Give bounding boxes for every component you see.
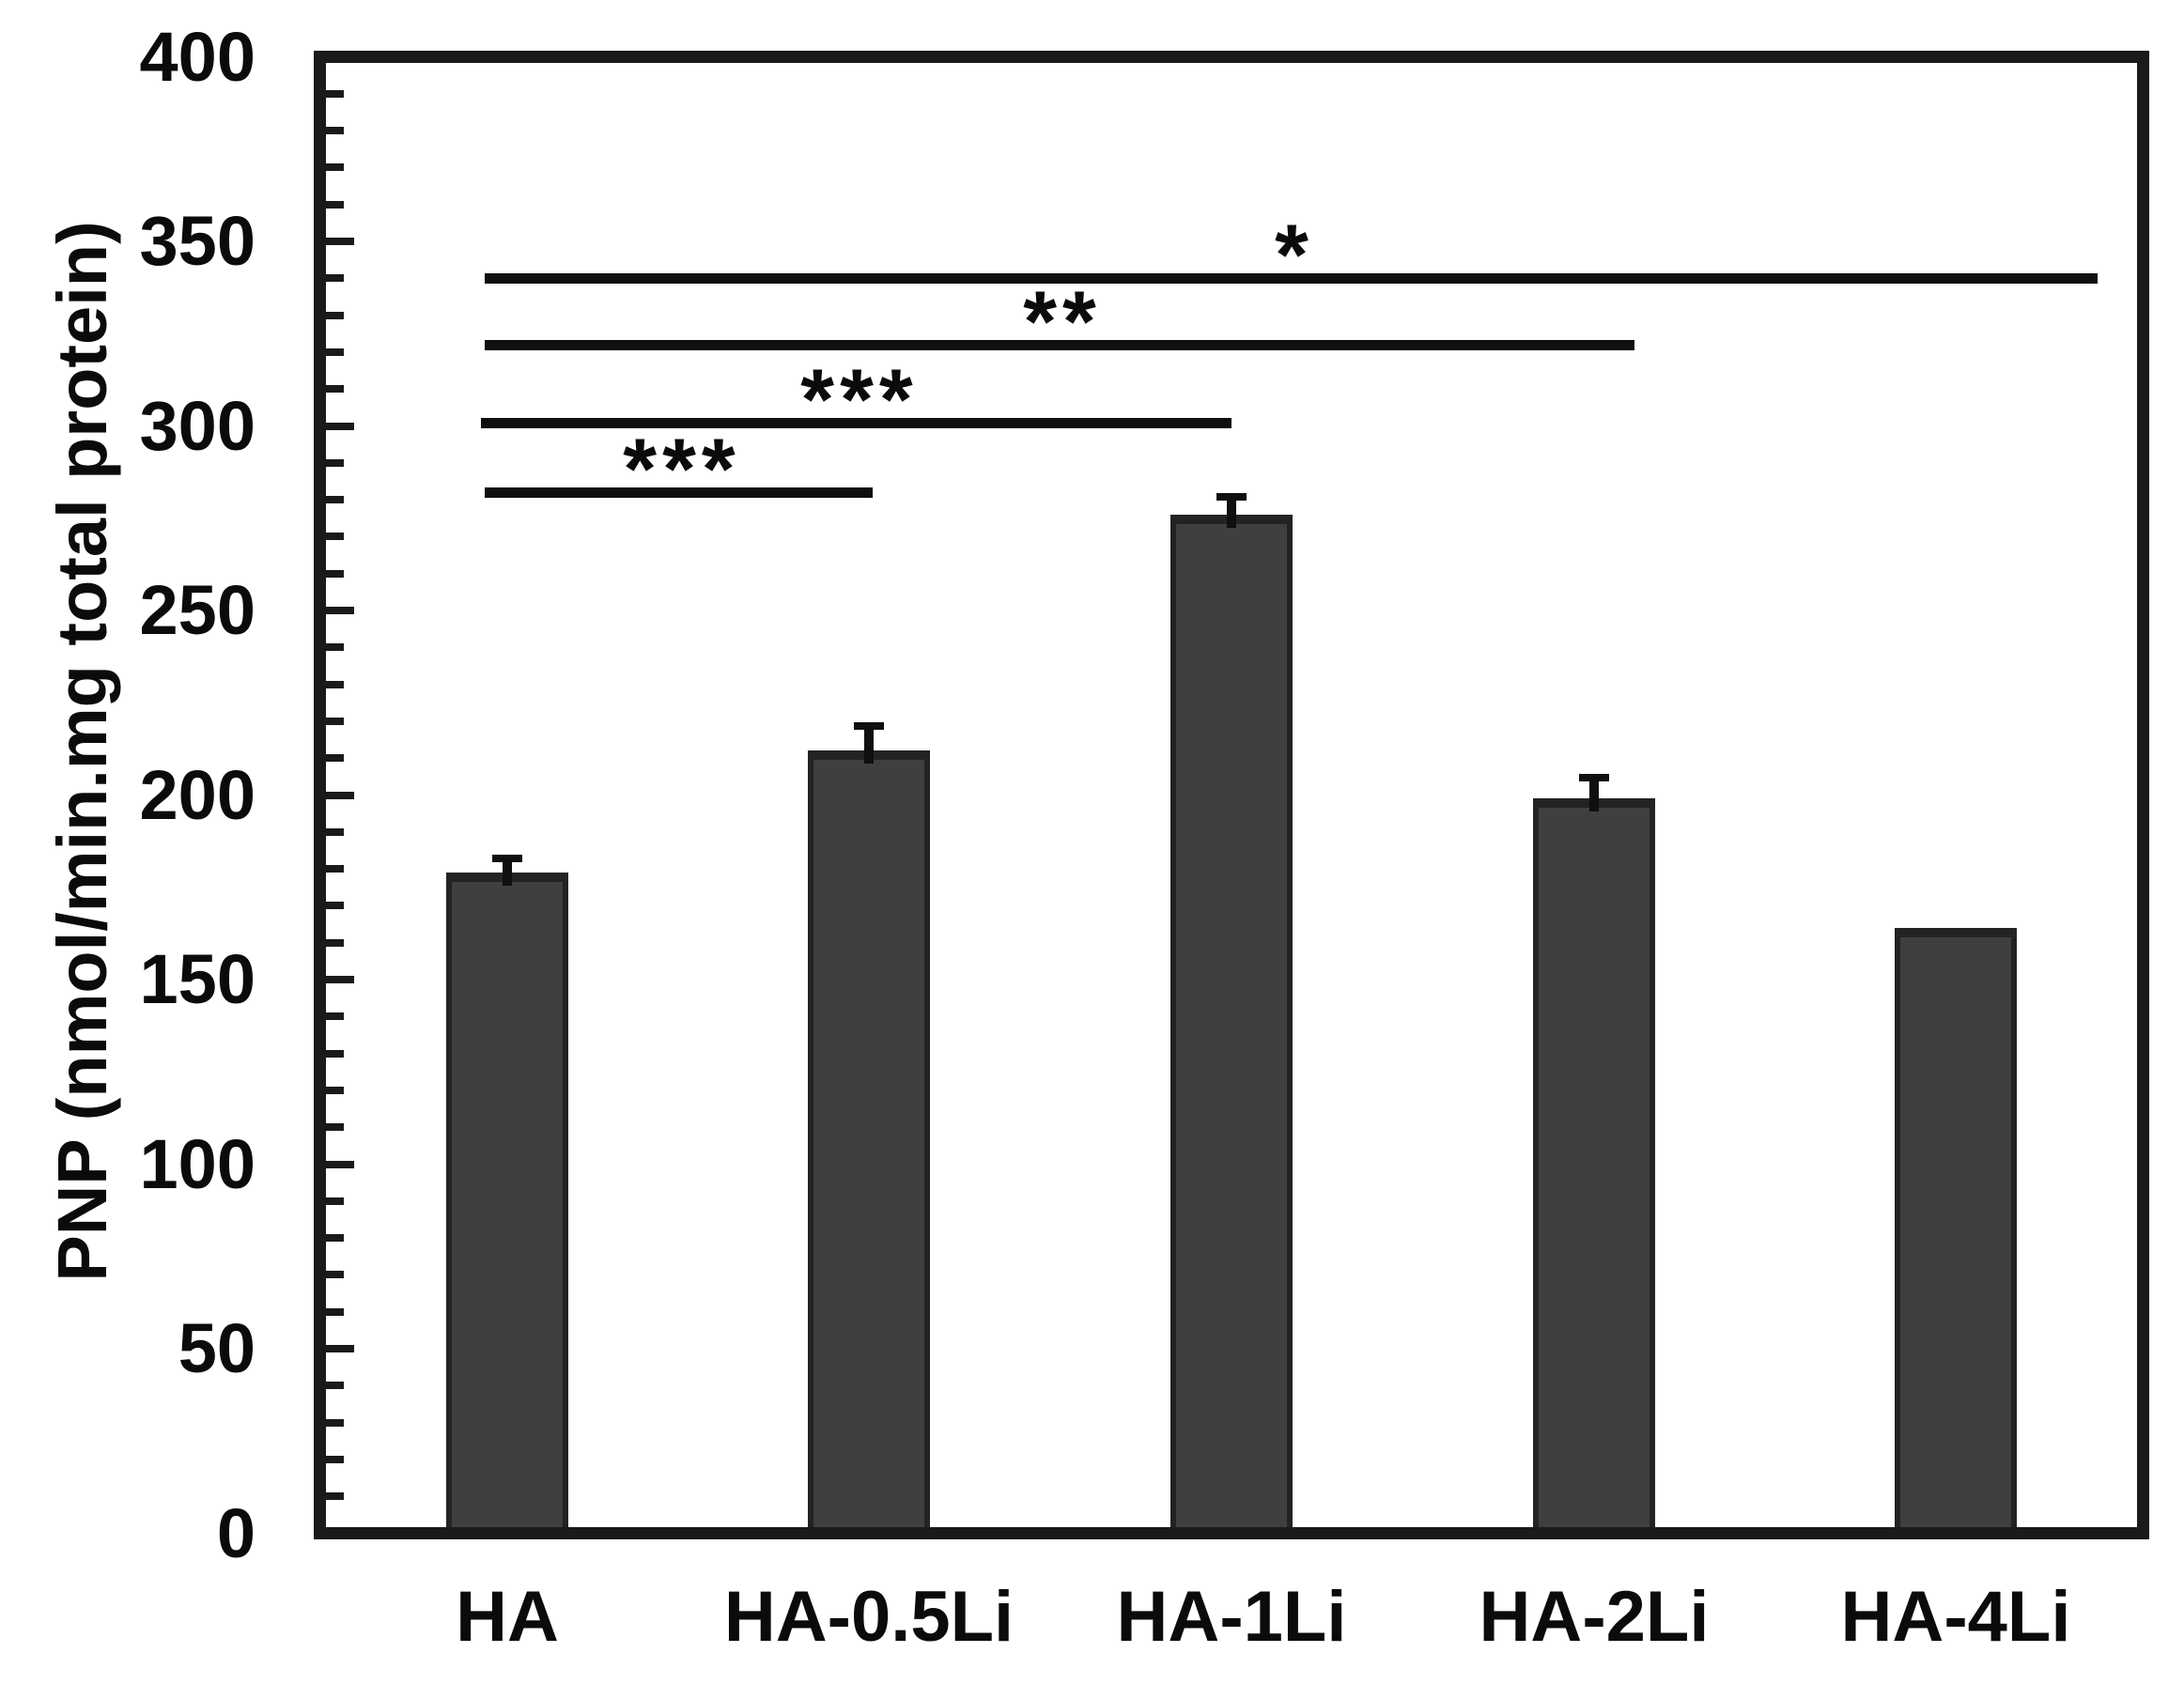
bar <box>1533 798 1655 1527</box>
bar <box>808 750 930 1527</box>
error-bar-stem <box>503 857 512 886</box>
error-bar-cap <box>854 722 884 730</box>
y-axis-minor-tick <box>326 385 344 393</box>
y-axis-minor-tick <box>326 1012 344 1020</box>
y-axis-minor-tick <box>326 1050 344 1058</box>
x-axis-label: HA-0.5Li <box>723 1577 1015 1657</box>
y-axis-minor-tick <box>326 1271 344 1278</box>
error-bar-cap <box>1579 774 1609 781</box>
bar <box>1895 928 2017 1527</box>
y-axis-minor-tick <box>326 274 344 282</box>
error-bar-stem <box>1589 777 1599 811</box>
y-axis-tick-label: 400 <box>139 18 256 96</box>
y-axis-minor-tick <box>326 90 344 98</box>
y-axis-minor-tick <box>326 1308 344 1316</box>
significance-stars: *** <box>623 422 741 518</box>
y-axis-tick-label: 200 <box>139 756 256 834</box>
y-axis-major-tick <box>326 1345 354 1352</box>
y-axis-minor-tick <box>326 496 344 503</box>
significance-line <box>485 487 873 498</box>
y-axis-minor-tick <box>326 1456 344 1463</box>
y-axis-tick-label: 100 <box>139 1125 256 1203</box>
significance-stars: ** <box>1023 274 1102 370</box>
y-axis-major-tick <box>326 423 354 430</box>
y-axis-major-tick <box>326 607 354 614</box>
y-axis-tick-label: 50 <box>178 1309 256 1387</box>
y-axis-minor-tick <box>326 1234 344 1242</box>
y-axis-minor-tick <box>326 828 344 836</box>
error-bar-stem <box>1227 496 1236 528</box>
y-axis-minor-tick <box>326 1197 344 1205</box>
y-axis-minor-tick <box>326 681 344 688</box>
error-bar-stem <box>864 725 874 764</box>
y-axis-major-tick <box>326 792 354 799</box>
y-axis-minor-tick <box>326 459 344 467</box>
x-axis-label: HA-1Li <box>1116 1577 1347 1657</box>
y-axis-minor-tick <box>326 902 344 909</box>
plot-box <box>314 51 2149 1539</box>
bar <box>446 873 568 1527</box>
y-axis-minor-tick <box>326 312 344 319</box>
y-axis-tick-label: 150 <box>139 940 256 1018</box>
y-axis-tick-label: 300 <box>139 387 256 465</box>
x-axis-label: HA-4Li <box>1840 1577 2071 1657</box>
y-axis-major-tick <box>326 238 354 245</box>
y-axis-tick-label: 350 <box>139 202 256 280</box>
y-axis-minor-tick <box>326 1087 344 1094</box>
y-axis-minor-tick <box>326 127 344 134</box>
y-axis-minor-tick <box>326 718 344 725</box>
significance-stars: *** <box>800 352 919 448</box>
y-axis-minor-tick <box>326 1419 344 1427</box>
y-axis-minor-tick <box>326 1123 344 1131</box>
significance-stars: * <box>1275 208 1314 303</box>
significance-line <box>481 418 1231 428</box>
x-axis-label: HA <box>456 1577 559 1657</box>
y-axis-minor-tick <box>326 348 344 356</box>
y-axis-minor-tick <box>326 865 344 873</box>
y-axis-minor-tick <box>326 533 344 540</box>
y-axis-minor-tick <box>326 570 344 578</box>
significance-line <box>485 340 1634 350</box>
y-axis-minor-tick <box>326 754 344 762</box>
y-axis-minor-tick <box>326 201 344 209</box>
y-axis-major-tick <box>326 1161 354 1168</box>
y-axis-tick-label: 0 <box>216 1494 256 1572</box>
y-axis-minor-tick <box>326 1382 344 1389</box>
y-axis-minor-tick <box>326 939 344 947</box>
y-axis-minor-tick <box>326 163 344 171</box>
bar <box>1170 515 1293 1527</box>
x-axis-label: HA-2Li <box>1479 1577 1710 1657</box>
error-bar-cap <box>492 855 522 862</box>
significance-line <box>485 273 2098 284</box>
y-axis-tick-label: 250 <box>139 571 256 649</box>
error-bar-cap <box>1216 493 1247 501</box>
y-axis-major-tick <box>326 976 354 983</box>
y-axis-minor-tick <box>326 1492 344 1500</box>
y-axis-minor-tick <box>326 643 344 651</box>
